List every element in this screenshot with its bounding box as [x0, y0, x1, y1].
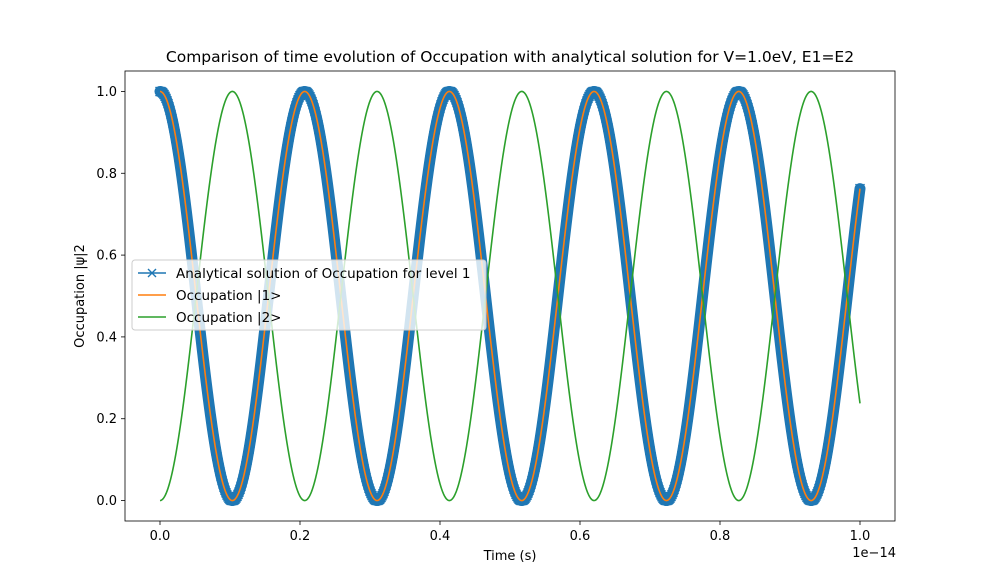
- x-tick-label: 1.0: [850, 529, 871, 544]
- y-tick-label: 0.4: [96, 330, 117, 345]
- x-tick-label: 0.2: [290, 529, 311, 544]
- series-line: [159, 90, 861, 502]
- x-tick-label: 0.6: [570, 529, 591, 544]
- axes-frame: [124, 70, 896, 522]
- chart-title: Comparison of time evolution of Occupati…: [166, 48, 854, 66]
- x-offset-label: 1e−14: [852, 546, 896, 561]
- legend-label: Occupation |2>: [176, 310, 281, 326]
- y-tick-label: 0.2: [96, 412, 117, 427]
- y-tick-label: 0.0: [96, 494, 117, 509]
- legend-marker-x: [147, 268, 157, 278]
- series-line: [159, 90, 861, 502]
- legend-label: Analytical solution of Occupation for le…: [176, 266, 471, 282]
- series-2: [159, 90, 861, 502]
- legend: Analytical solution of Occupation for le…: [131, 259, 487, 331]
- legend-entry: Occupation |1>: [138, 288, 281, 304]
- x-axis-label: Time (s): [483, 549, 537, 564]
- y-axis: 0.0 0.2 0.4 0.6 0.8 1.0: [96, 85, 125, 509]
- legend-entry: Analytical solution of Occupation for le…: [138, 266, 471, 282]
- x-tick-label: 0.0: [150, 529, 171, 544]
- legend-label: Occupation |1>: [176, 288, 281, 304]
- x-axis: 0.0 0.2 0.4 0.6 0.8 1.0: [150, 521, 871, 544]
- x-tick-label: 0.4: [430, 529, 451, 544]
- legend-entry: Occupation |2>: [138, 310, 281, 326]
- plot-area: [154, 85, 866, 507]
- legend-box: [131, 259, 487, 331]
- y-tick-label: 0.8: [96, 167, 117, 182]
- y-tick-label: 1.0: [96, 85, 117, 100]
- series-layer: [154, 85, 866, 507]
- series-3: [159, 90, 861, 502]
- y-tick-label: 0.6: [96, 249, 117, 264]
- x-tick-label: 0.8: [710, 529, 731, 544]
- y-axis-label: Occupation |ψ|2: [73, 244, 88, 348]
